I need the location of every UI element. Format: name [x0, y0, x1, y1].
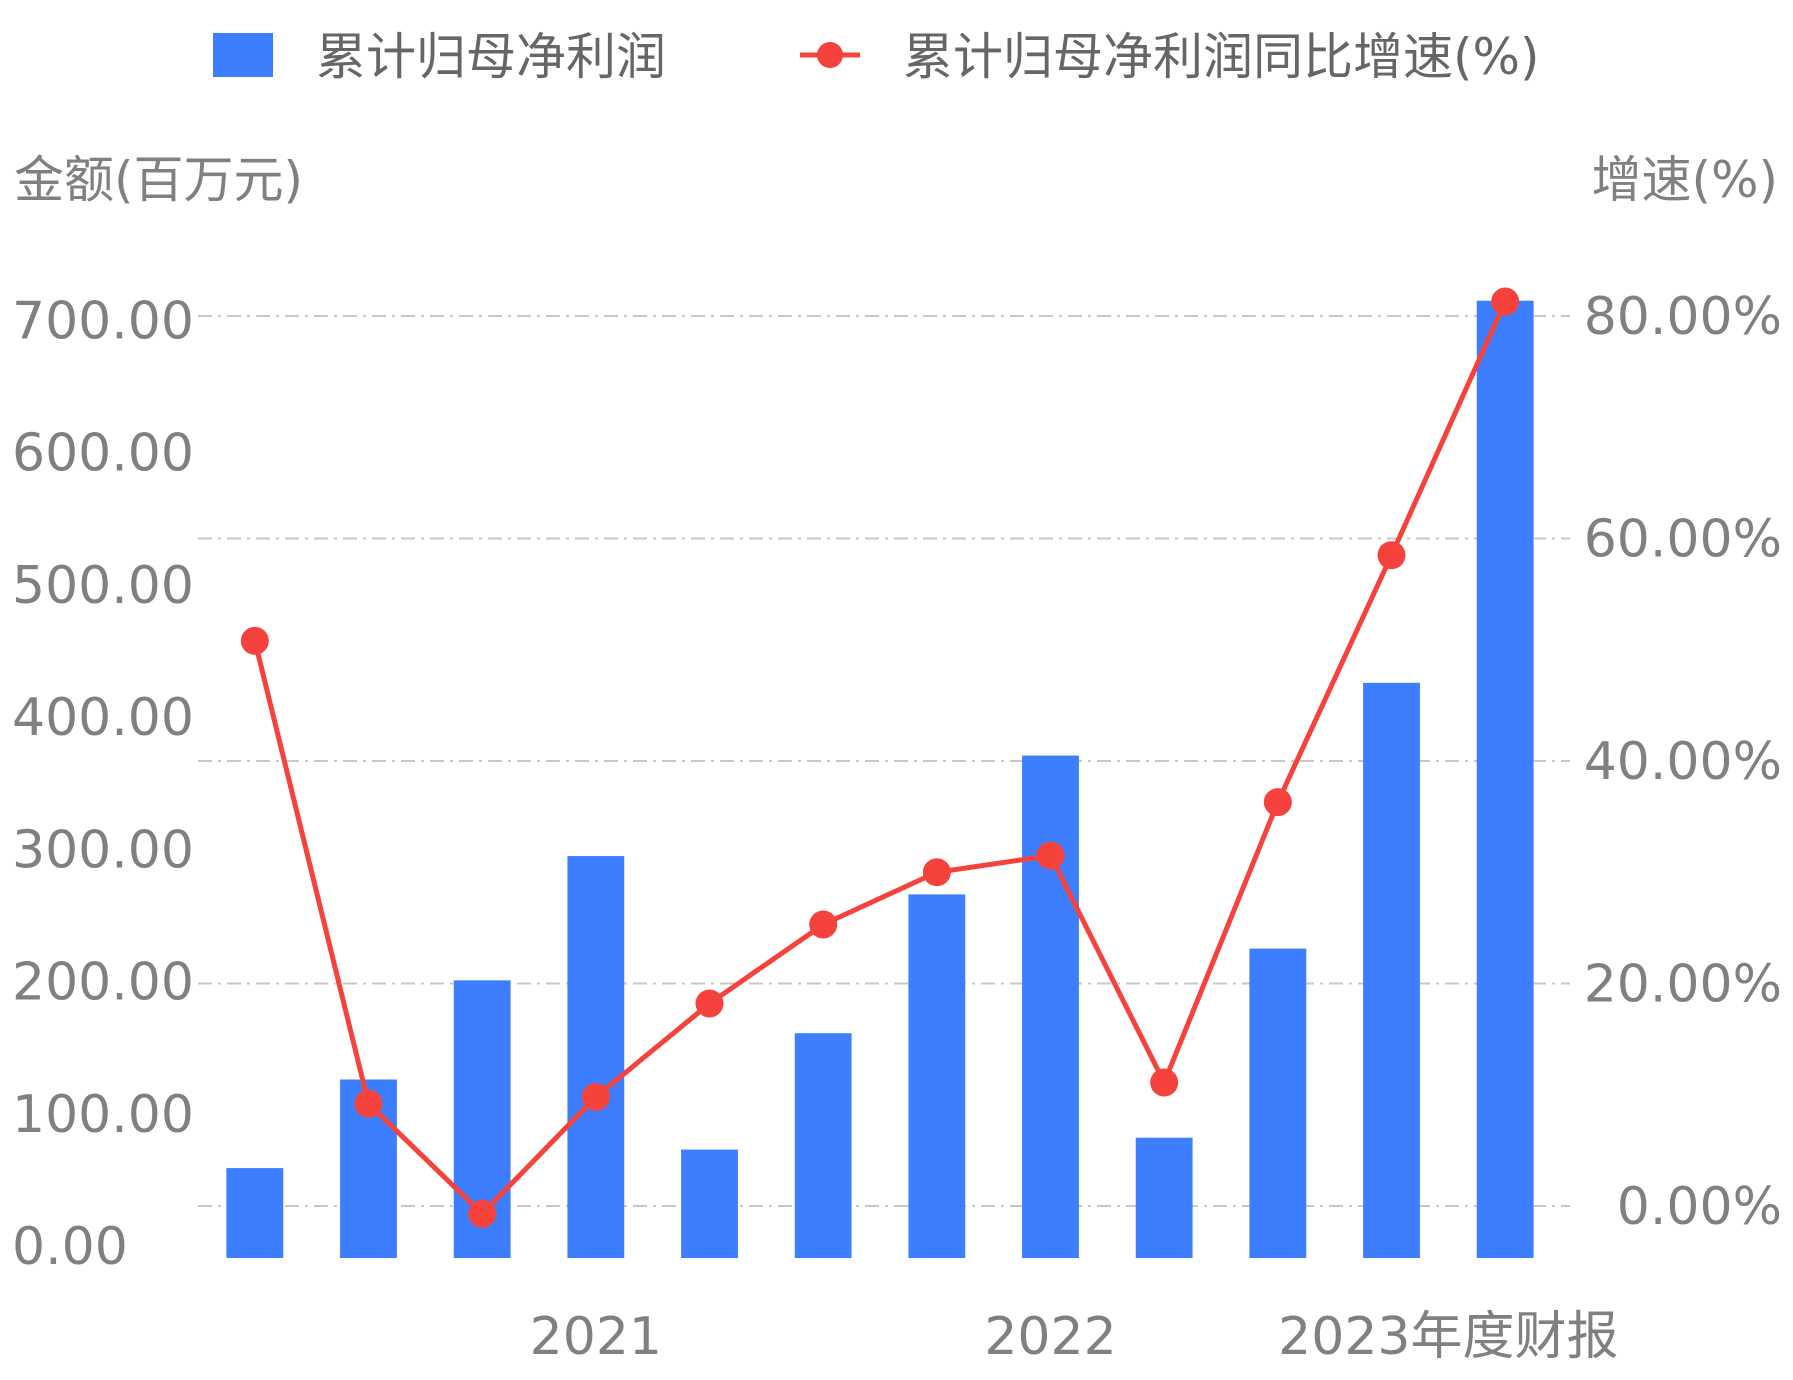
- legend: 累计归母净利润 累计归母净利润同比增速(%): [213, 28, 1540, 86]
- growth-point: [354, 1089, 383, 1118]
- growth-point: [1491, 287, 1520, 316]
- growth-point: [240, 626, 269, 655]
- bar: [567, 856, 625, 1258]
- growth-line: [252, 300, 1508, 1217]
- growth-point: [809, 910, 838, 939]
- right-tick-label: 60.00%: [1584, 510, 1782, 570]
- left-tick-label: 0.00: [12, 1217, 128, 1277]
- growth-point: [468, 1199, 497, 1228]
- left-tick-label: 500.00: [12, 556, 194, 616]
- right-axis-title: 增速(%): [1591, 151, 1778, 209]
- bar: [1249, 948, 1307, 1258]
- growth-point: [1036, 841, 1065, 870]
- right-tick-label: 80.00%: [1584, 287, 1782, 347]
- x-tick-label: 2021: [530, 1307, 662, 1367]
- growth-point: [1377, 541, 1406, 570]
- legend-line-label: 累计归母净利润同比增速(%): [903, 28, 1540, 86]
- right-tick-label: 0.00%: [1617, 1177, 1782, 1237]
- growth-point: [922, 858, 951, 887]
- x-tick-label: 2023年度财报: [1278, 1307, 1618, 1367]
- left-tick-label: 300.00: [12, 820, 194, 880]
- bars: [226, 300, 1534, 1258]
- bar: [226, 1168, 284, 1258]
- x-axis-ticks: 2021 2022 2023年度财报: [530, 1307, 1619, 1367]
- left-axis-ticks: 0.00 100.00 200.00 300.00 400.00 500.00 600.00…: [12, 291, 194, 1277]
- growth-point: [581, 1082, 610, 1111]
- growth-point: [695, 989, 724, 1018]
- left-tick-label: 100.00: [12, 1085, 194, 1145]
- left-tick-label: 600.00: [12, 424, 194, 484]
- left-tick-label: 700.00: [12, 291, 194, 351]
- left-axis-title: 金额(百万元): [14, 151, 303, 209]
- right-tick-label: 40.00%: [1584, 732, 1782, 792]
- legend-line-marker: [817, 42, 843, 68]
- x-tick-label: 2022: [984, 1307, 1116, 1367]
- bar: [681, 1149, 738, 1258]
- growth-point: [1263, 788, 1292, 817]
- gridlines: [198, 315, 1570, 1207]
- bar: [1476, 300, 1534, 1258]
- bar: [1363, 682, 1420, 1258]
- left-tick-label: 200.00: [12, 953, 194, 1013]
- growth-point: [1150, 1068, 1179, 1097]
- bar: [794, 1033, 852, 1258]
- legend-bar-swatch: [213, 33, 273, 77]
- growth-line-series: [240, 287, 1520, 1228]
- bar: [908, 894, 966, 1258]
- left-tick-label: 400.00: [12, 688, 194, 748]
- right-tick-label: 20.00%: [1584, 955, 1782, 1015]
- legend-bar-label: 累计归母净利润: [316, 28, 666, 86]
- bar: [1022, 755, 1079, 1258]
- bar: [1135, 1137, 1193, 1258]
- right-axis-ticks: 0.00% 20.00% 40.00% 60.00% 80.00%: [1584, 287, 1782, 1237]
